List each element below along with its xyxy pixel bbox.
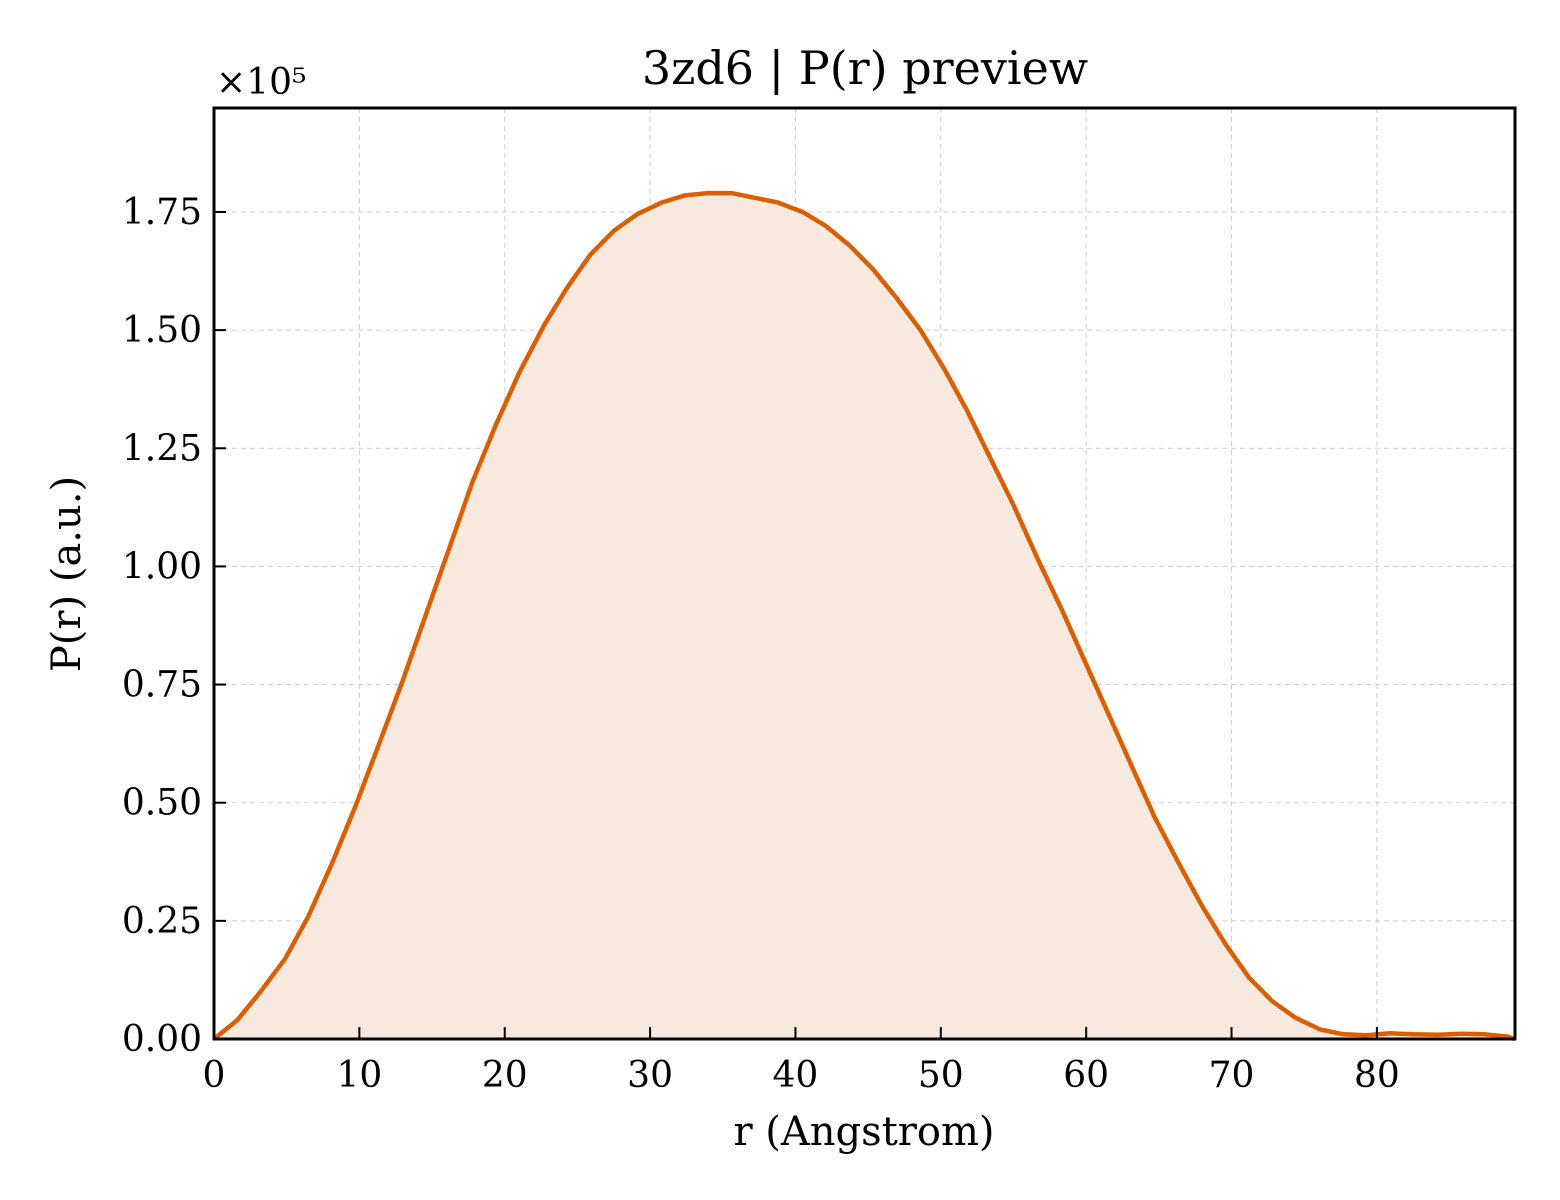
x-tick-label: 20 xyxy=(482,1055,528,1096)
x-tick-label: 60 xyxy=(1063,1055,1109,1096)
x-axis-label: r (Angstrom) xyxy=(733,1109,994,1155)
x-tick-label: 70 xyxy=(1209,1055,1255,1096)
y-tick-label: 0.75 xyxy=(122,665,202,706)
area-fill xyxy=(214,193,1515,1040)
y-axis-label: P(r) (a.u.) xyxy=(44,476,90,672)
x-tick-label: 30 xyxy=(627,1055,673,1096)
x-tick-label: 0 xyxy=(203,1055,226,1096)
y-tick-label: 0.50 xyxy=(122,783,202,824)
y-tick-label: 0.00 xyxy=(122,1019,202,1060)
chart-title: 3zd6 | P(r) preview xyxy=(642,41,1088,95)
x-tick-label: 40 xyxy=(773,1055,819,1096)
x-tick-label: 50 xyxy=(918,1055,964,1096)
y-tick-label: 1.00 xyxy=(122,546,202,587)
y-tick-label: 0.25 xyxy=(122,901,202,942)
y-multiplier-label: ×10⁵ xyxy=(216,62,306,103)
x-tick-label: 10 xyxy=(336,1055,382,1096)
x-tick-label: 80 xyxy=(1354,1055,1400,1096)
y-tick-label: 1.75 xyxy=(122,192,202,233)
y-tick-labels: 0.00 0.25 0.50 0.75 1.00 1.25 1.50 1.75 xyxy=(122,192,202,1060)
x-tick-labels: 0 10 20 30 40 50 60 70 80 xyxy=(203,1055,1400,1096)
plot-frame xyxy=(212,106,1517,1041)
y-tick-label: 1.50 xyxy=(122,310,202,351)
series-line xyxy=(212,190,1516,1042)
y-tick-label: 1.25 xyxy=(122,428,202,469)
